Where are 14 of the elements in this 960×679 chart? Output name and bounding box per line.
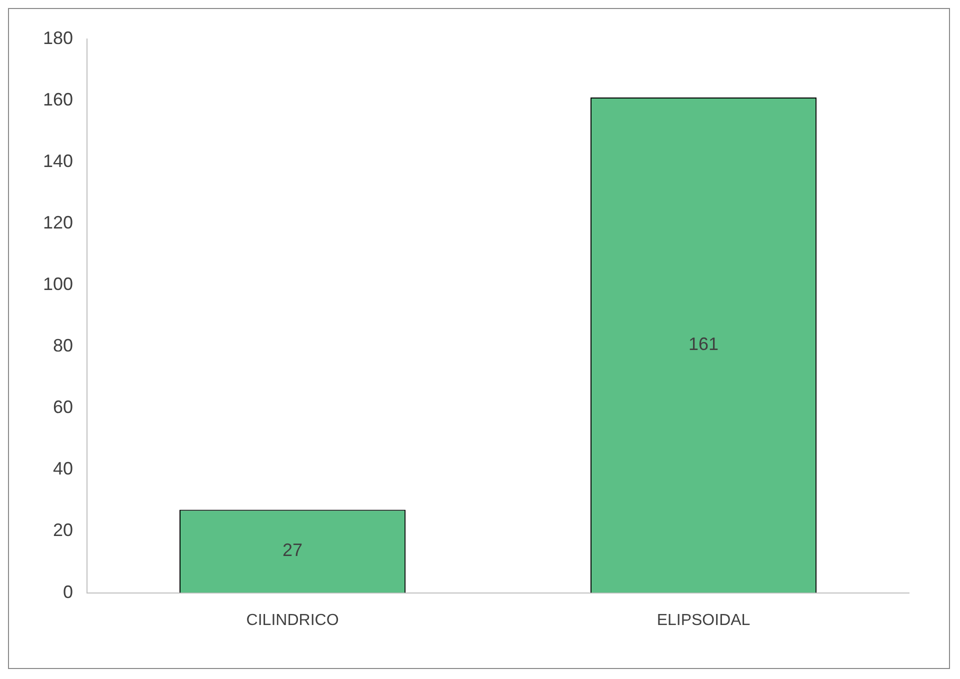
y-tick-label: 140 [42,151,74,172]
y-tick-label: 120 [42,212,74,233]
y-tick-label: 180 [42,28,74,48]
y-tick-label: 160 [42,90,74,110]
x-tick-label: CILINDRICO [246,612,339,629]
y-tick-label: 60 [53,397,74,418]
y-tick-label: 0 [63,582,74,602]
y-tick-label: 100 [42,274,74,294]
y-tick-label: 20 [53,520,74,540]
data-label: 27 [282,540,303,560]
y-tick-label: 80 [53,336,74,356]
data-label: 161 [688,334,719,354]
y-tick-label: 40 [53,458,74,479]
x-tick-label: ELIPSOIDAL [656,612,750,629]
